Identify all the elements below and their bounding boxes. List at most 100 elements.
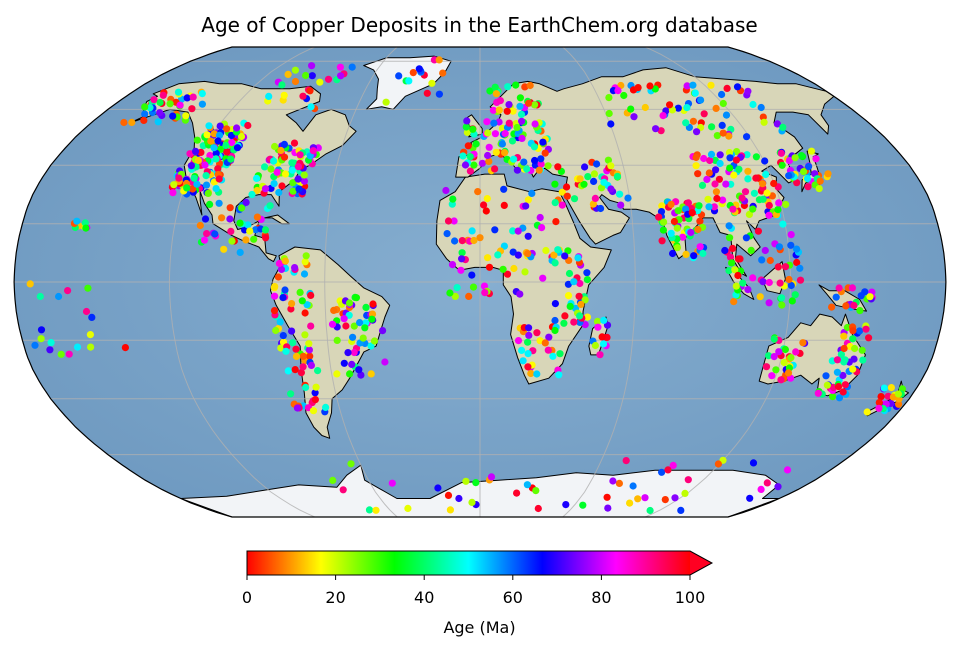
deposit-point bbox=[574, 254, 582, 262]
colorbar-tick-label: 80 bbox=[591, 588, 611, 607]
deposit-point bbox=[796, 264, 804, 272]
deposit-point bbox=[603, 493, 611, 501]
deposit-point bbox=[627, 105, 635, 113]
deposit-point bbox=[726, 164, 734, 172]
deposit-point bbox=[775, 348, 783, 356]
deposit-point bbox=[246, 227, 254, 235]
deposit-point bbox=[382, 98, 390, 106]
deposit-point bbox=[192, 147, 200, 155]
deposit-point bbox=[843, 323, 852, 332]
deposit-point bbox=[500, 201, 508, 209]
deposit-point bbox=[746, 494, 754, 502]
deposit-point bbox=[774, 263, 782, 271]
deposit-point bbox=[73, 217, 81, 225]
deposit-point bbox=[280, 140, 288, 148]
deposit-point bbox=[749, 100, 757, 109]
deposit-point bbox=[156, 98, 164, 107]
deposit-point bbox=[590, 177, 598, 185]
deposit-point bbox=[299, 352, 307, 360]
deposit-point bbox=[561, 312, 569, 320]
deposit-point bbox=[710, 203, 718, 211]
deposit-point bbox=[530, 143, 539, 151]
deposit-point bbox=[120, 118, 128, 127]
deposit-point bbox=[223, 125, 231, 133]
deposit-point bbox=[242, 198, 250, 206]
deposit-point bbox=[541, 149, 549, 157]
deposit-point bbox=[236, 219, 244, 227]
deposit-point bbox=[696, 243, 704, 251]
deposit-point bbox=[580, 180, 588, 188]
deposit-point bbox=[803, 175, 812, 183]
deposit-point bbox=[64, 287, 72, 295]
deposit-point bbox=[522, 202, 530, 210]
deposit-point bbox=[696, 217, 704, 225]
deposit-point bbox=[705, 169, 713, 177]
deposit-point bbox=[523, 481, 532, 489]
deposit-point bbox=[201, 161, 209, 169]
deposit-point bbox=[154, 118, 162, 126]
deposit-point bbox=[513, 489, 521, 497]
deposit-point bbox=[253, 186, 261, 195]
deposit-point bbox=[183, 94, 191, 102]
deposit-point bbox=[865, 334, 873, 342]
deposit-point bbox=[451, 292, 459, 300]
deposit-point bbox=[759, 195, 767, 203]
deposit-point bbox=[895, 400, 903, 408]
deposit-point bbox=[451, 237, 459, 245]
deposit-point bbox=[501, 129, 509, 138]
deposit-point bbox=[894, 390, 903, 398]
deposit-point bbox=[658, 202, 666, 210]
deposit-point bbox=[350, 322, 358, 330]
deposit-point bbox=[759, 278, 767, 286]
deposit-point bbox=[581, 296, 589, 304]
deposit-point bbox=[356, 319, 364, 327]
deposit-point bbox=[296, 288, 304, 296]
deposit-point bbox=[693, 128, 701, 136]
deposit-point bbox=[81, 219, 89, 227]
colorbar-tick-label: 100 bbox=[675, 588, 706, 607]
deposit-point bbox=[787, 354, 795, 362]
deposit-point bbox=[487, 473, 496, 481]
deposit-point bbox=[369, 300, 377, 308]
deposit-point bbox=[206, 200, 214, 208]
deposit-point bbox=[361, 324, 369, 332]
deposit-point bbox=[201, 215, 210, 223]
deposit-point bbox=[840, 344, 848, 353]
deposit-point bbox=[204, 189, 212, 197]
deposit-point bbox=[607, 185, 615, 193]
deposit-point bbox=[664, 466, 672, 474]
deposit-point bbox=[770, 335, 778, 343]
deposit-point bbox=[514, 337, 523, 345]
deposit-point bbox=[749, 205, 757, 213]
deposit-point bbox=[169, 112, 177, 120]
deposit-point bbox=[776, 279, 784, 287]
deposit-point bbox=[190, 174, 198, 182]
deposit-point bbox=[688, 209, 696, 217]
deposit-point bbox=[807, 147, 816, 155]
deposit-point bbox=[725, 149, 734, 157]
deposit-point bbox=[732, 156, 741, 164]
deposit-point bbox=[563, 192, 571, 200]
deposit-point bbox=[713, 132, 721, 140]
deposit-point bbox=[731, 266, 739, 274]
deposit-point bbox=[415, 65, 423, 73]
deposit-point bbox=[551, 326, 559, 335]
deposit-point bbox=[735, 165, 743, 173]
deposit-point bbox=[875, 399, 883, 407]
deposit-point bbox=[599, 340, 608, 348]
deposit-point bbox=[316, 78, 324, 86]
deposit-point bbox=[682, 250, 690, 258]
deposit-point bbox=[763, 189, 771, 197]
deposit-point bbox=[646, 506, 654, 515]
deposit-point bbox=[435, 56, 443, 64]
deposit-point bbox=[683, 82, 691, 90]
deposit-point bbox=[741, 188, 750, 196]
deposit-point bbox=[347, 460, 355, 468]
deposit-point bbox=[564, 280, 573, 288]
deposit-point bbox=[743, 151, 751, 159]
deposit-point bbox=[273, 168, 281, 176]
deposit-point bbox=[734, 255, 743, 263]
deposit-point bbox=[804, 183, 812, 191]
deposit-point bbox=[233, 144, 242, 152]
deposit-point bbox=[629, 482, 637, 490]
